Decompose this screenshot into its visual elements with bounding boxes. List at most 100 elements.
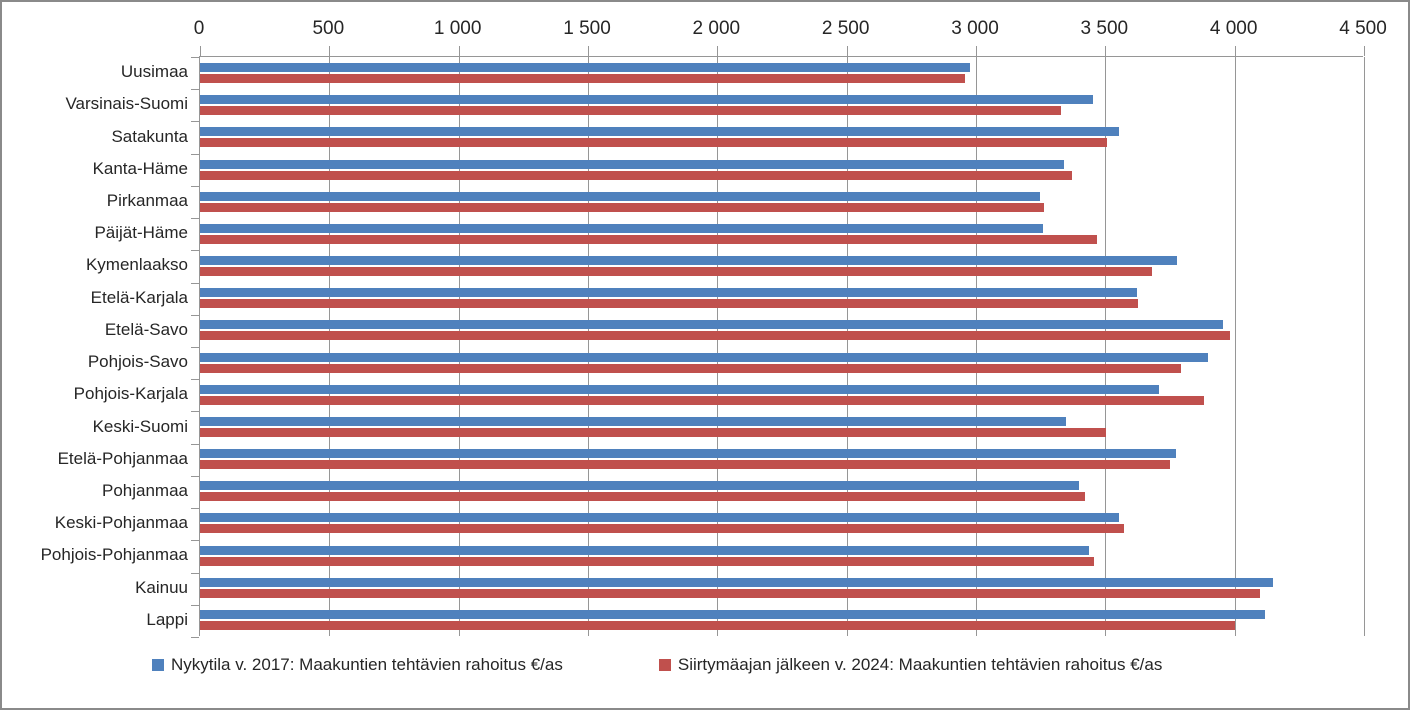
bar-nykytila-2017: [200, 416, 1066, 426]
x-axis-tick: [458, 46, 460, 56]
bar-row: [200, 89, 1363, 121]
gridline: [1364, 57, 1365, 636]
y-axis-tick: [191, 411, 199, 413]
bar-row: [200, 250, 1363, 282]
category-label: Pohjois-Karjala: [73, 384, 188, 404]
x-axis-tick-label: 2 500: [821, 18, 870, 39]
category-label: Lappi: [146, 609, 188, 629]
bar-nykytila-2017: [200, 63, 971, 72]
bar-siirtymaajan-2024: [200, 363, 1181, 373]
bar-row: [200, 443, 1363, 475]
y-axis-tick: [191, 637, 199, 638]
bar-siirtymaajan-2024: [200, 202, 1044, 212]
gridline: [458, 57, 460, 636]
y-axis-tick: [191, 347, 199, 348]
bar-siirtymaajan-2024: [200, 492, 1086, 502]
bar-nykytila-2017: [200, 384, 1159, 394]
legend-item-nykytila: Nykytila v. 2017: Maakuntien tehtävien r…: [152, 655, 563, 675]
category-label: Keski-Pohjanmaa: [54, 513, 188, 533]
bar-row: [200, 154, 1363, 186]
x-axis-tick: [200, 46, 201, 56]
x-axis-tick: [1364, 46, 1365, 56]
category-label: Etelä-Pohjanmaa: [57, 448, 188, 468]
x-axis-tick-label: 500: [312, 18, 345, 39]
bar-row: [200, 475, 1363, 507]
x-axis-tick: [846, 46, 848, 56]
bar-siirtymaajan-2024: [200, 556, 1095, 566]
bar-row: [200, 507, 1363, 539]
bar-siirtymaajan-2024: [200, 234, 1097, 244]
bar-siirtymaajan-2024: [200, 299, 1139, 309]
bar-siirtymaajan-2024: [200, 427, 1106, 437]
x-axis-tick-label: 3 000: [951, 18, 999, 39]
bar-row: [200, 411, 1363, 443]
x-axis-tick-label: 4 000: [1209, 18, 1258, 39]
y-axis-tick: [191, 443, 199, 445]
y-axis-tick: [191, 572, 199, 574]
x-axis-tick-label: 4 500: [1339, 18, 1387, 39]
bar-nykytila-2017: [200, 609, 1265, 619]
gridline: [846, 57, 848, 636]
legend: Nykytila v. 2017: Maakuntien tehtävien r…: [152, 655, 1162, 675]
category-label: Päijät-Häme: [94, 223, 188, 243]
legend-item-siirtymaajan: Siirtymäajan jälkeen v. 2024: Maakuntien…: [658, 655, 1163, 675]
bar-nykytila-2017: [200, 449, 1176, 459]
y-axis-tick: [191, 57, 199, 58]
gridline: [329, 57, 331, 636]
y-axis-tick: [191, 508, 199, 510]
y-axis-tick: [191, 475, 199, 477]
bar-siirtymaajan-2024: [200, 267, 1153, 277]
y-axis-tick: [191, 121, 199, 123]
bar-nykytila-2017: [200, 191, 1040, 201]
bar-row: [200, 572, 1363, 604]
y-axis-tick: [191, 379, 199, 381]
category-label: Kainuu: [135, 577, 188, 597]
category-label: Etelä-Savo: [104, 319, 188, 339]
bar-row: [200, 604, 1363, 636]
y-axis-tick: [191, 153, 199, 155]
bar-row: [200, 379, 1363, 411]
category-label: Pohjois-Pohjanmaa: [40, 545, 188, 565]
y-axis-tick: [191, 185, 199, 187]
bar-siirtymaajan-2024: [200, 331, 1230, 341]
legend-swatch-icon: [152, 659, 164, 671]
gridline: [1105, 57, 1107, 636]
bar-row: [200, 121, 1363, 153]
bar-nykytila-2017: [200, 545, 1090, 555]
bar-row: [200, 347, 1363, 379]
x-axis-tick: [1234, 46, 1236, 56]
gridline: [717, 57, 719, 636]
bar-siirtymaajan-2024: [200, 170, 1073, 180]
bar-siirtymaajan-2024: [200, 395, 1205, 405]
category-label: Kymenlaakso: [85, 255, 188, 275]
category-axis-labels: Uusimaa Varsinais-Suomi Satakunta Kanta-Häm…: [2, 56, 188, 636]
bar-row: [200, 218, 1363, 250]
y-axis-tick: [191, 89, 199, 91]
x-axis-tick: [1105, 46, 1107, 56]
bar-row: [200, 314, 1363, 346]
y-axis-tick: [191, 604, 199, 606]
category-label: Pohjanmaa: [101, 480, 188, 500]
bar-nykytila-2017: [200, 127, 1119, 137]
plot-area: [191, 46, 1365, 638]
y-axis-tick: [191, 540, 199, 542]
x-axis-tick-label: 2 000: [692, 18, 741, 39]
bar-nykytila-2017: [200, 95, 1093, 105]
bar-nykytila-2017: [200, 481, 1079, 491]
category-label: Satakunta: [111, 126, 188, 146]
category-label: Varsinais-Suomi: [65, 94, 188, 114]
bar-row: [200, 282, 1363, 314]
bar-siirtymaajan-2024: [200, 524, 1124, 534]
bar-row: [200, 540, 1363, 572]
x-axis-tick-label: 1 500: [563, 18, 611, 39]
x-axis-tick-label: 3 500: [1080, 18, 1129, 39]
x-axis-tick: [588, 46, 589, 56]
bar-siirtymaajan-2024: [200, 588, 1260, 598]
legend-label: Siirtymäajan jälkeen v. 2024: Maakuntien…: [677, 655, 1163, 674]
bar-nykytila-2017: [200, 223, 1043, 233]
bar-nykytila-2017: [200, 513, 1119, 523]
y-axis-tick: [191, 218, 199, 220]
bar-rows: [200, 57, 1363, 636]
bar-nykytila-2017: [200, 352, 1208, 362]
